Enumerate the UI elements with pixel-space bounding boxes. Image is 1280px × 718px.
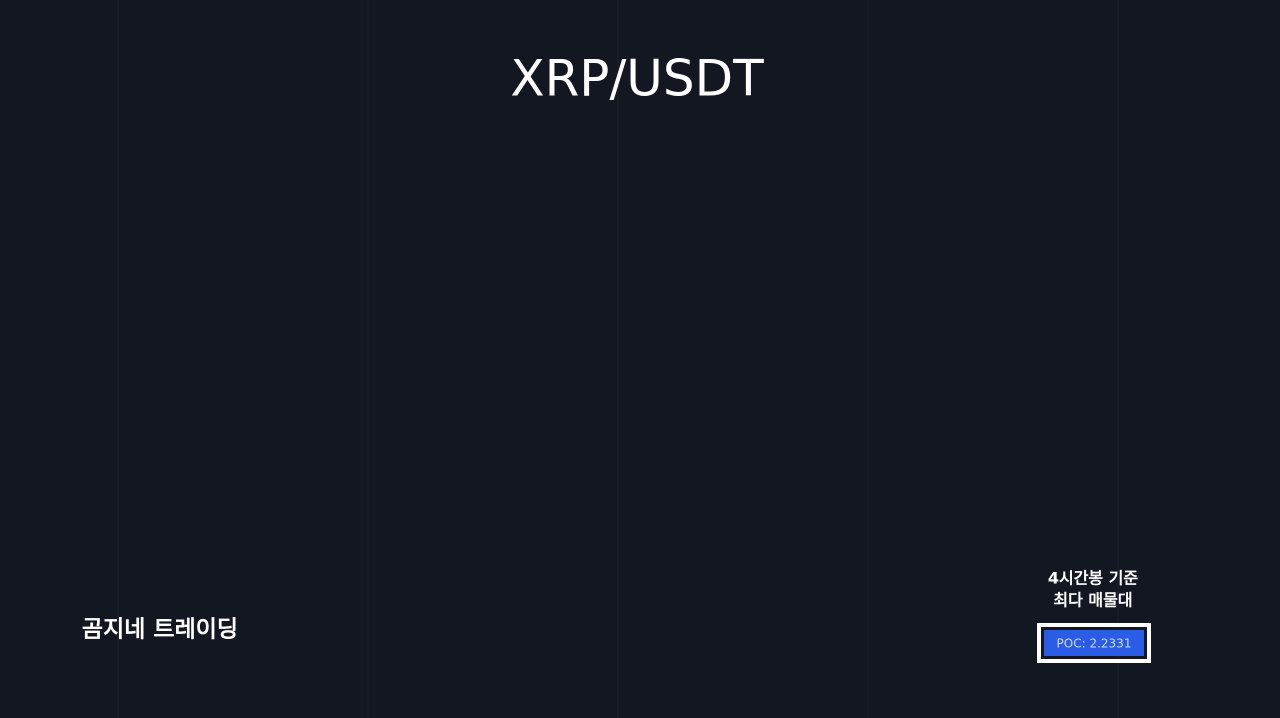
chart-title: XRP/USDT: [510, 50, 764, 108]
poc-note: 최다 매물대: [1053, 591, 1132, 610]
vertical-grid: [117, 0, 1119, 718]
poc-note: 4시간봉 기준: [1048, 569, 1139, 588]
poc-frame: [1037, 623, 1151, 663]
poc-box: [1044, 630, 1144, 656]
poc-label: POC: 2.2331: [1057, 637, 1132, 651]
watermark: 곰지네 트레이딩: [82, 617, 238, 643]
